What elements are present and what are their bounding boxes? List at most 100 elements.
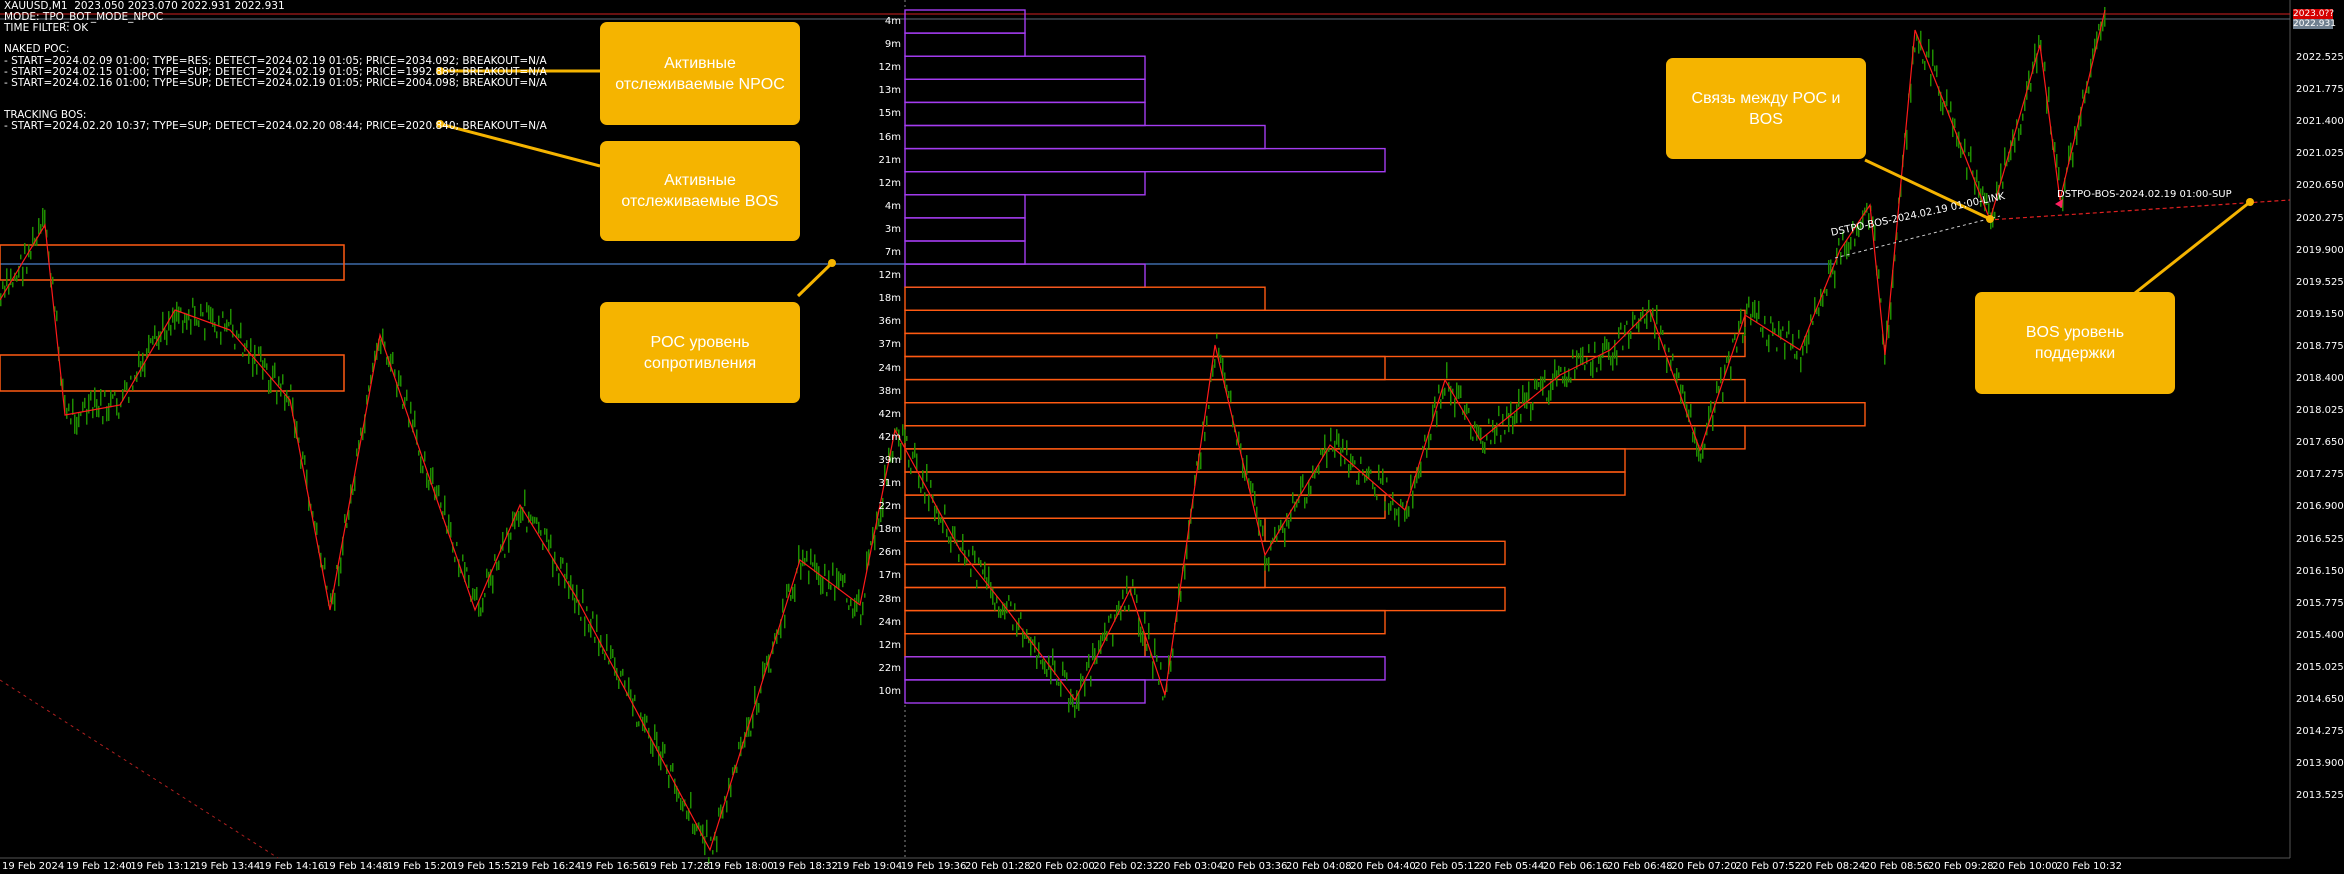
price-candle: [1108, 615, 1110, 623]
price-candle: [1080, 673, 1082, 688]
price-candle: [844, 573, 846, 584]
price-candle: [62, 378, 64, 391]
price-candle: [1636, 322, 1638, 329]
price-candle: [974, 550, 976, 564]
price-candle: [1186, 544, 1188, 560]
price-candle: [676, 786, 678, 802]
price-candle: [1520, 413, 1522, 423]
price-candle: [2046, 96, 2048, 114]
price-candle: [2102, 19, 2104, 32]
price-candle: [174, 311, 176, 330]
x-tick-label: 19 Feb 15:20: [387, 861, 453, 872]
price-candle: [1126, 575, 1128, 594]
price-candle: [874, 535, 876, 551]
price-candle: [1404, 508, 1406, 522]
price-candle: [1286, 513, 1288, 527]
x-tick-label: 19 Feb 13:12: [130, 861, 196, 872]
price-candle: [2018, 128, 2020, 141]
price-candle: [1722, 392, 1724, 403]
x-tick-label: 20 Feb 04:40: [1350, 861, 1416, 872]
price-candle: [1142, 630, 1144, 647]
price-candle: [1726, 356, 1728, 363]
tpo-row-label: 4m: [884, 200, 901, 212]
price-candle: [948, 536, 950, 544]
price-candle: [54, 306, 56, 312]
price-candle: [1584, 364, 1586, 371]
x-tick-label: 19 Feb 2024: [2, 861, 65, 872]
price-candle: [1050, 665, 1052, 685]
price-candle: [1802, 345, 1804, 356]
price-candle: [580, 616, 582, 621]
price-candle: [1208, 405, 1210, 410]
ask-price-tag: 2023.0??: [2293, 9, 2335, 19]
price-candle: [1478, 425, 1480, 439]
price-candle: [630, 689, 632, 700]
price-candle: [462, 554, 464, 562]
price-candle: [788, 583, 790, 592]
price-candle: [1942, 102, 1944, 116]
tracking-bos-item: - START=2024.02.20 10:37; TYPE=SUP; DETE…: [4, 120, 547, 132]
price-candle: [354, 475, 356, 492]
price-candle: [118, 412, 120, 419]
price-candle: [1196, 461, 1198, 466]
price-candle: [1022, 628, 1024, 648]
tpo-row: [904, 563, 1266, 589]
price-candle: [368, 385, 370, 392]
price-candle: [460, 569, 462, 574]
price-candle: [848, 605, 850, 610]
price-candle: [240, 322, 242, 339]
price-candle: [1782, 326, 1784, 331]
price-candle: [1976, 169, 1978, 183]
tpo-row-label: 24m: [878, 616, 901, 628]
price-candle: [1344, 458, 1346, 465]
price-candle: [556, 564, 558, 572]
price-candle: [592, 611, 594, 619]
price-candle: [390, 353, 392, 372]
price-candle: [392, 351, 394, 364]
x-tick-label: 19 Feb 17:28: [644, 861, 710, 872]
tpo-row-label: 7m: [884, 247, 901, 258]
price-candle: [1216, 333, 1218, 339]
price-candle: [1078, 691, 1080, 711]
price-candle: [882, 497, 884, 518]
price-candle: [1784, 342, 1786, 360]
price-candle: [576, 584, 578, 603]
price-candle: [814, 554, 816, 573]
price-candle: [180, 307, 182, 313]
price-candle: [1936, 65, 1938, 78]
price-candle: [154, 325, 156, 339]
price-candle: [466, 567, 468, 572]
price-candle: [252, 357, 254, 377]
price-candle: [2062, 195, 2064, 212]
price-candle: [1734, 333, 1736, 341]
price-candle: [938, 510, 940, 525]
price-candle: [786, 584, 788, 598]
price-candle: [2024, 97, 2026, 112]
tpo-profile: [904, 9, 1866, 704]
price-candle: [688, 808, 690, 821]
price-candle: [690, 791, 692, 809]
price-candle: [282, 374, 284, 385]
price-candle: [334, 592, 336, 611]
price-candle: [1664, 344, 1666, 352]
price-candle: [488, 571, 490, 588]
price-candle: [764, 662, 766, 673]
price-candle: [12, 282, 14, 288]
price-candle: [76, 416, 78, 435]
price-candle: [612, 649, 614, 658]
price-candle: [1204, 431, 1206, 442]
price-candle: [1638, 318, 1640, 333]
price-candle: [1064, 670, 1066, 678]
tpo-row-label: 4m: [884, 16, 901, 27]
price-candle: [1214, 358, 1216, 368]
price-candle: [1858, 225, 1860, 238]
price-candle: [232, 324, 234, 338]
price-candle: [176, 301, 178, 322]
price-candle: [294, 419, 296, 439]
price-candle: [1806, 334, 1808, 354]
price-candle: [1282, 523, 1284, 533]
price-candle: [1252, 483, 1254, 493]
price-candle: [794, 583, 796, 602]
price-candle: [346, 522, 348, 528]
price-candle: [1666, 357, 1668, 373]
